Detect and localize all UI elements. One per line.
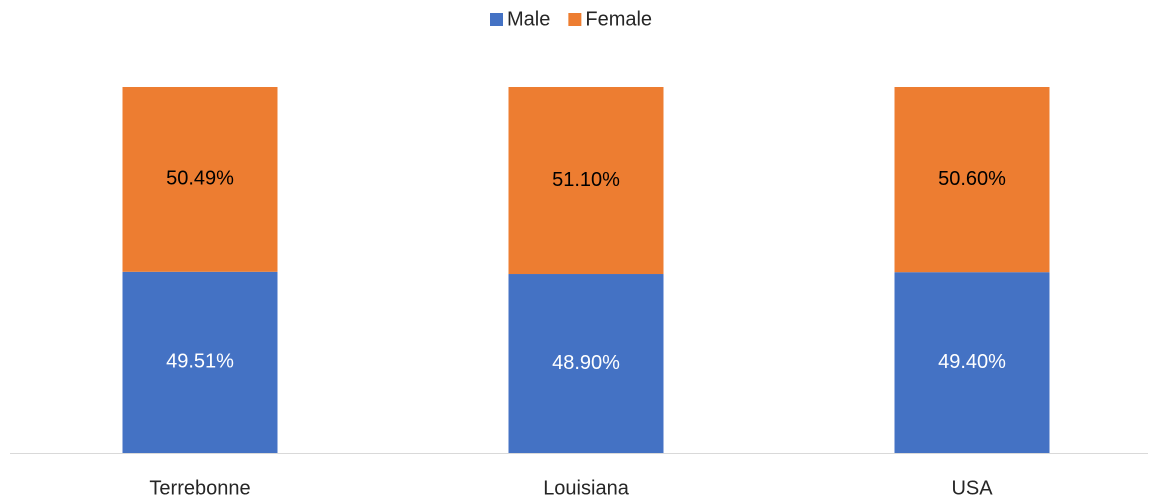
- data-label: 50.49%: [166, 168, 234, 190]
- bar-segment: [508, 274, 664, 453]
- legend-label: Female: [585, 8, 652, 30]
- data-label: 48.90%: [552, 352, 620, 374]
- bar-segment: [508, 87, 664, 275]
- bar-segment: [122, 271, 278, 453]
- data-label: 51.10%: [552, 169, 620, 191]
- data-label: 50.60%: [938, 168, 1006, 190]
- bar-segment: [894, 272, 1050, 453]
- legend-swatch: [490, 13, 503, 26]
- bar-segment: [894, 87, 1050, 273]
- x-tick-label: Louisiana: [543, 477, 630, 499]
- data-label: 49.51%: [166, 351, 234, 373]
- x-tick-label: USA: [951, 477, 993, 499]
- bar-segment: [122, 87, 278, 272]
- x-tick-label: Terrebonne: [149, 477, 250, 499]
- data-label: 49.40%: [938, 351, 1006, 373]
- legend-swatch: [568, 13, 582, 26]
- legend-label: Male: [507, 8, 550, 30]
